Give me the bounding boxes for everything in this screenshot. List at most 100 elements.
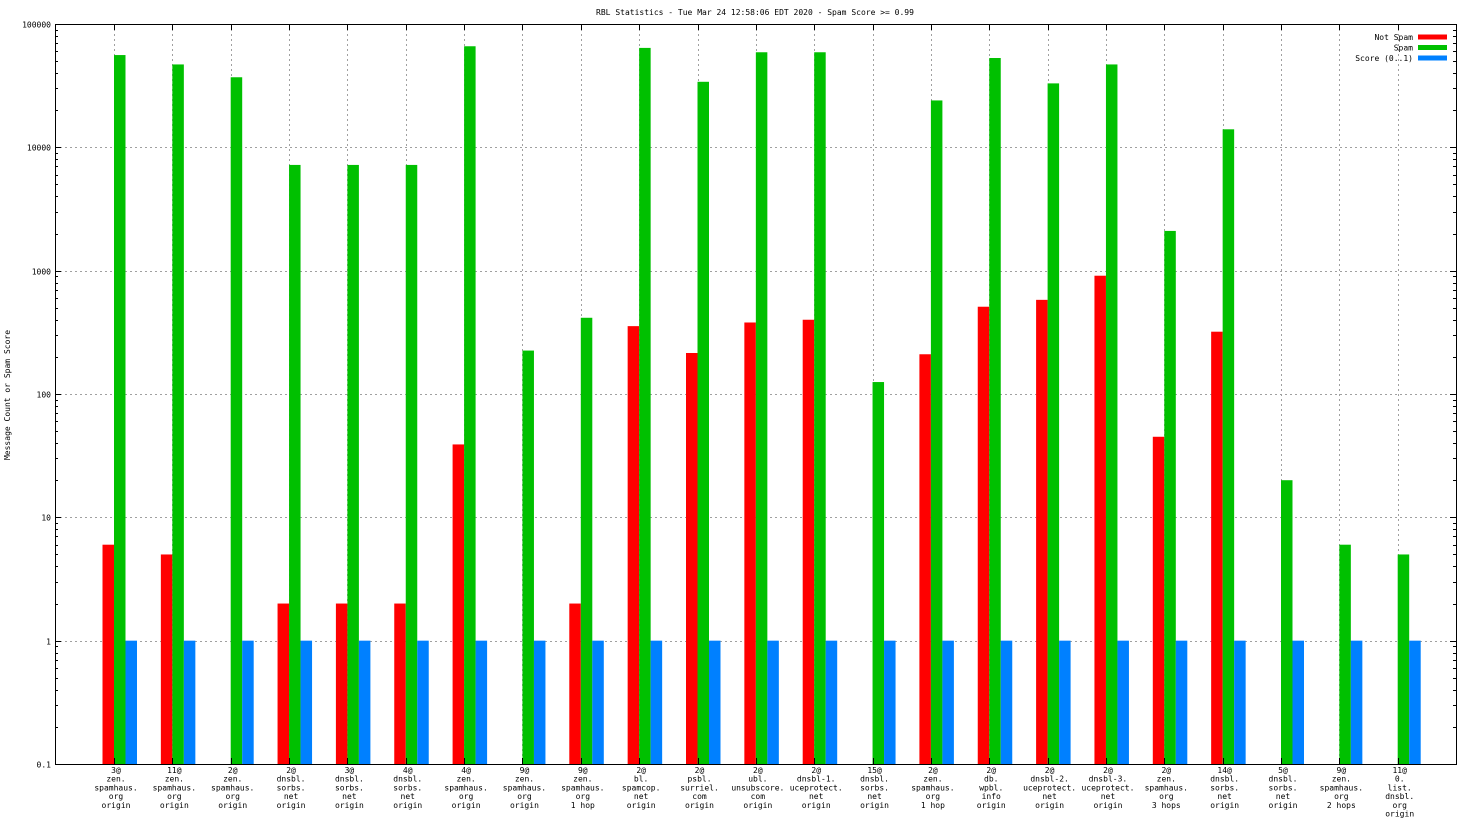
- x-tick-label-line: zen.: [165, 775, 184, 784]
- x-tick-label-line: dnsbl.: [1210, 775, 1239, 784]
- bar-score: [1350, 640, 1363, 764]
- x-tick-label-line: net: [284, 792, 299, 801]
- x-tick-label-line: org: [1334, 792, 1349, 801]
- bar-score: [183, 640, 196, 764]
- bar-score: [1059, 640, 1071, 764]
- bar-spam: [1222, 129, 1235, 764]
- x-tick-label-line: org: [109, 792, 124, 801]
- x-tick-label-line: uceprotect.: [1081, 783, 1134, 792]
- bar-not-spam: [744, 322, 756, 764]
- x-tick-label-line: zen.: [456, 775, 475, 784]
- x-tick-label-line: origin: [1269, 801, 1298, 810]
- y-tick-label: 100: [37, 391, 52, 400]
- x-tick-label-line: com: [751, 792, 766, 801]
- bar-not-spam: [452, 444, 465, 764]
- x-tick-label-line: zen.: [1332, 775, 1351, 784]
- bar-not-spam: [919, 354, 931, 764]
- x-tick-label-line: 2@: [986, 766, 996, 775]
- legend-label: Not Spam: [1374, 33, 1413, 42]
- x-tick-label-line: net: [1217, 792, 1232, 801]
- x-tick-label-line: 4@: [461, 766, 471, 775]
- x-tick-label-line: info: [982, 792, 1001, 801]
- legend-label: Spam: [1394, 44, 1413, 53]
- x-tick-label-line: dnsbl.: [1269, 775, 1298, 784]
- bar-spam: [697, 81, 709, 765]
- plot-frame: [55, 24, 1457, 765]
- x-tick-label-line: 3@: [111, 766, 121, 775]
- x-tick-label-line: zen.: [106, 775, 125, 784]
- x-tick-label-line: net: [634, 792, 649, 801]
- x-tick-label-line: origin: [160, 801, 189, 810]
- x-tick-label-line: zen.: [223, 775, 242, 784]
- bar-score: [125, 640, 137, 764]
- x-tick-label: 2@ zen. spamhaus. org origin: [211, 766, 254, 810]
- y-tick-label: 10000: [27, 144, 51, 153]
- bar-score: [942, 640, 954, 764]
- x-tick-label-line: origin: [452, 801, 481, 810]
- bar-spam: [814, 52, 826, 764]
- x-tick-label: 2@ bl. spamcop. net origin: [622, 766, 661, 810]
- bar-not-spam: [686, 352, 698, 764]
- x-tick-label-line: 14@: [1217, 766, 1232, 775]
- x-tick-label-line: 11@: [167, 766, 182, 775]
- x-tick-label-line: ubl.: [748, 775, 767, 784]
- x-tick-label-line: zen.: [923, 775, 942, 784]
- x-tick-label: 11@ 0. list. dnsbl. org origin: [1385, 766, 1414, 819]
- x-tick-label-line: dnsbl.: [393, 775, 422, 784]
- bar-score: [709, 640, 721, 764]
- x-tick-label-line: list.: [1388, 783, 1412, 792]
- bar-score: [592, 640, 604, 764]
- bar-score: [650, 640, 663, 764]
- x-tick-label-line: 2@: [1103, 766, 1113, 775]
- x-tick-label-line: net: [1276, 792, 1291, 801]
- bar-score: [884, 640, 896, 764]
- x-tick-label-line: 2@: [1161, 766, 1171, 775]
- chart-title: RBL Statistics - Tue Mar 24 12:58:06 EDT…: [596, 8, 914, 17]
- x-tick-label-line: origin: [977, 801, 1006, 810]
- x-tick-label-line: psbl.: [687, 775, 711, 784]
- x-tick-label-line: org: [517, 792, 532, 801]
- x-tick-label-line: dnsbl.: [335, 775, 364, 784]
- x-tick-label-line: org: [1159, 792, 1174, 801]
- x-tick-label-line: sorbs.: [277, 783, 306, 792]
- bar-spam: [230, 77, 243, 764]
- y-tick-label: 1: [46, 638, 51, 647]
- x-tick-label-line: dnsbl.: [1385, 792, 1414, 801]
- x-tick-label-line: 2@: [1045, 766, 1055, 775]
- legend-swatch: [1418, 45, 1447, 50]
- x-tick-label-line: sorbs.: [1210, 783, 1239, 792]
- bar-spam: [1047, 83, 1060, 764]
- bar-spam: [989, 58, 1001, 764]
- bar-not-spam: [977, 306, 990, 764]
- y-tick-label: 100000: [22, 21, 51, 30]
- bar-not-spam: [102, 544, 114, 764]
- x-tick-label-line: org: [576, 792, 591, 801]
- x-tick-label: 14@ dnsbl. sorbs. net origin: [1210, 766, 1239, 810]
- bar-not-spam: [1036, 299, 1048, 764]
- bar-not-spam: [1211, 331, 1223, 764]
- bar-score: [825, 640, 838, 764]
- x-tick-label-line: 9@: [578, 766, 588, 775]
- bar-spam: [580, 317, 593, 764]
- bar-not-spam: [277, 603, 290, 764]
- x-tick-label-line: 1 hop: [921, 801, 945, 810]
- x-tick-label-line: 11@: [1392, 766, 1407, 775]
- x-tick-label-line: org: [926, 792, 941, 801]
- y-tick-label: 10: [41, 514, 51, 523]
- bar-spam: [1105, 64, 1118, 764]
- x-tick-label-line: org: [167, 792, 182, 801]
- x-tick-label: 9@ zen. spamhaus. org 1 hop: [561, 766, 604, 810]
- bar-score: [417, 640, 429, 764]
- x-tick-label: 2@ dnsbl-3. uceprotect. net origin: [1081, 766, 1134, 810]
- bars-layer: [102, 46, 1421, 765]
- x-tick-label-line: sorbs.: [393, 783, 422, 792]
- x-tick-label: 2@ ubl. unsubscore. com origin: [731, 766, 784, 810]
- legend-swatch: [1418, 55, 1447, 61]
- x-tick-label-line: origin: [1035, 801, 1064, 810]
- bar-spam: [522, 350, 534, 764]
- x-tick-label: 11@ zen. spamhaus. org origin: [153, 766, 196, 810]
- x-tick-label-line: 3 hops: [1152, 801, 1181, 810]
- bar-spam: [755, 52, 768, 764]
